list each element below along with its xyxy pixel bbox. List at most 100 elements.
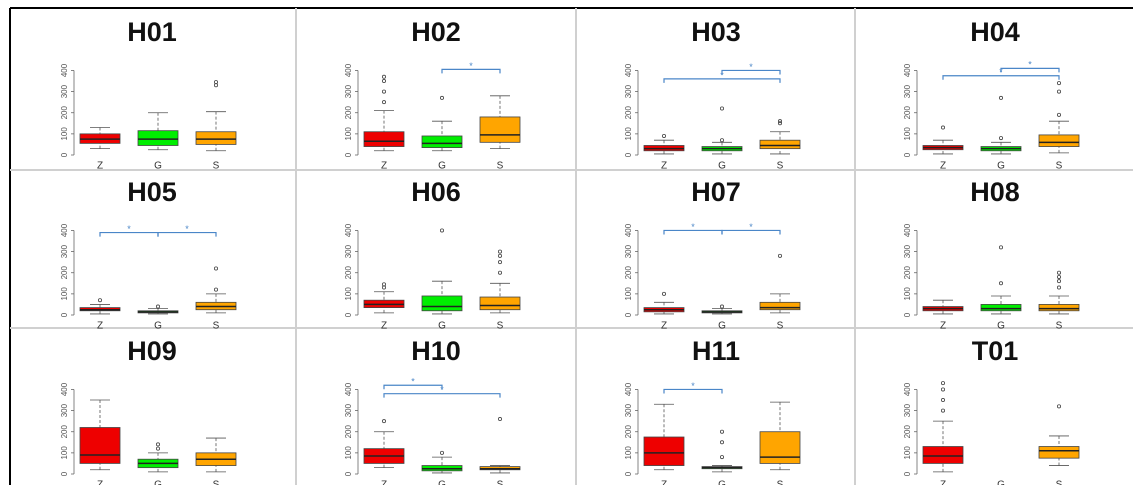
outlier: [1057, 404, 1062, 409]
x-tick-label: S: [497, 321, 504, 332]
outlier: [155, 446, 160, 451]
x-tick-label: S: [213, 321, 220, 332]
significance-bracket: [1000, 67, 1060, 73]
y-tick-label: 100: [903, 127, 912, 141]
y-tick-label: 300: [344, 84, 353, 98]
y-tick-label: 200: [344, 425, 353, 439]
box: [1038, 134, 1080, 147]
outlier: [999, 95, 1004, 100]
outlier: [381, 89, 386, 94]
y-tick-label: 200: [624, 425, 633, 439]
x-tick-label: G: [997, 321, 1005, 332]
y-tick-label: 0: [344, 152, 353, 157]
x-tick-label: S: [497, 480, 504, 485]
y-tick-label: 300: [624, 403, 633, 417]
x-tick-label: S: [777, 480, 784, 485]
significance-label: *: [720, 70, 724, 80]
outlier: [999, 281, 1004, 286]
outlier: [778, 121, 783, 126]
outlier: [941, 125, 946, 130]
outlier: [720, 138, 725, 143]
y-tick-label: 300: [624, 84, 633, 98]
chart-title: H07: [691, 177, 741, 207]
y-tick-label: 400: [344, 223, 353, 237]
outlier: [497, 417, 502, 422]
x-tick-label: Z: [661, 321, 667, 332]
outlier: [497, 270, 502, 275]
significance-bracket: [383, 384, 443, 390]
y-tick-label: 100: [624, 446, 633, 460]
significance-label: *: [127, 224, 131, 234]
y-tick-label: 200: [60, 266, 69, 280]
y-tick-label: 400: [903, 382, 912, 396]
y-tick-label: 0: [903, 471, 912, 476]
y-tick-label: 200: [624, 266, 633, 280]
y-tick-label: 300: [624, 244, 633, 258]
outlier: [155, 442, 160, 447]
outlier: [1057, 112, 1062, 117]
y-tick-label: 0: [344, 471, 353, 476]
y-tick-label: 100: [60, 127, 69, 141]
outlier: [720, 440, 725, 445]
y-tick-label: 100: [60, 287, 69, 301]
outlier: [497, 260, 502, 265]
y-tick-label: 100: [624, 287, 633, 301]
y-tick-label: 200: [60, 425, 69, 439]
x-tick-label: S: [1056, 161, 1063, 172]
x-tick-label: Z: [97, 480, 103, 485]
significance-label: *: [749, 62, 753, 72]
significance-bracket: [157, 231, 217, 237]
y-tick-label: 200: [60, 106, 69, 120]
box: [643, 436, 685, 466]
outlier: [941, 408, 946, 413]
y-tick-label: 0: [903, 152, 912, 157]
y-tick-label: 400: [903, 223, 912, 237]
significance-label: *: [749, 222, 753, 232]
chart-title: H10: [411, 336, 461, 366]
chart-title: H01: [127, 17, 177, 47]
chart-title: H08: [970, 177, 1020, 207]
outlier: [1057, 285, 1062, 290]
outlier: [497, 249, 502, 254]
outlier: [381, 419, 386, 424]
outlier: [1057, 270, 1062, 275]
x-tick-label: Z: [97, 321, 103, 332]
box: [363, 131, 405, 147]
chart-title: H03: [691, 17, 741, 47]
y-tick-label: 200: [344, 266, 353, 280]
outlier: [213, 266, 218, 271]
significance-label: *: [1028, 60, 1032, 70]
x-tick-label: S: [497, 161, 504, 172]
y-tick-label: 200: [903, 266, 912, 280]
box: [922, 446, 964, 464]
x-tick-label: G: [718, 480, 726, 485]
y-tick-label: 300: [60, 84, 69, 98]
outlier: [213, 287, 218, 292]
x-tick-label: Z: [661, 161, 667, 172]
y-tick-label: 100: [344, 127, 353, 141]
y-tick-label: 100: [903, 446, 912, 460]
y-tick-label: 200: [903, 106, 912, 120]
y-tick-label: 0: [624, 152, 633, 157]
y-tick-label: 400: [624, 382, 633, 396]
significance-bracket: [663, 78, 781, 83]
y-tick-label: 100: [344, 287, 353, 301]
outlier: [1057, 274, 1062, 279]
outlier: [1057, 89, 1062, 94]
y-tick-label: 0: [624, 312, 633, 317]
y-tick-label: 400: [344, 382, 353, 396]
y-tick-label: 100: [60, 446, 69, 460]
chart-title: H04: [970, 17, 1020, 47]
x-tick-label: S: [777, 161, 784, 172]
outlier: [1057, 81, 1062, 86]
y-tick-label: 300: [903, 244, 912, 258]
outlier: [439, 228, 444, 233]
outlier: [720, 106, 725, 111]
y-tick-label: 300: [60, 403, 69, 417]
outlier: [439, 95, 444, 100]
y-tick-label: 0: [60, 152, 69, 157]
chart-title: H11: [692, 336, 740, 366]
x-tick-label: G: [438, 161, 446, 172]
chart-title: H09: [127, 336, 177, 366]
